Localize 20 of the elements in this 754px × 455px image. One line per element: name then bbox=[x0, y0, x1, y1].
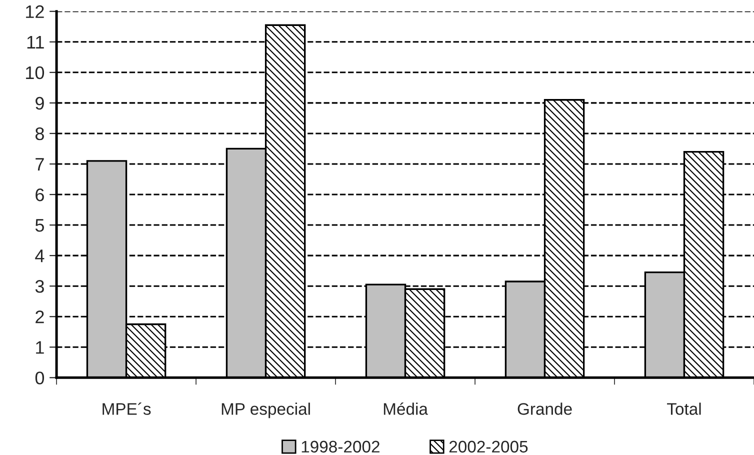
y-tick-label: 7 bbox=[36, 158, 44, 171]
x-tick-label: Total bbox=[667, 402, 701, 415]
y-tick-label: 5 bbox=[35, 219, 44, 232]
x-tick-label: MPE´s bbox=[102, 402, 151, 415]
x-tick-label: Média bbox=[384, 402, 428, 415]
y-tick-label: 12 bbox=[26, 5, 44, 18]
legend-label: 2002-2005 bbox=[449, 440, 528, 453]
y-tick-label: 3 bbox=[35, 280, 44, 293]
x-tick-label: MP especial bbox=[222, 402, 310, 418]
y-tick-label: 2 bbox=[36, 310, 44, 324]
y-tick-label: 4 bbox=[35, 250, 44, 262]
y-tick-label: 11 bbox=[27, 36, 44, 48]
y-tick-label: 0 bbox=[35, 372, 44, 384]
y-tick-label: 8 bbox=[35, 127, 44, 140]
legend-label: 1998-2002 bbox=[302, 440, 380, 453]
y-tick-label: 1 bbox=[36, 341, 44, 354]
x-tick-label: Grande bbox=[518, 402, 572, 415]
y-tick-label: 6 bbox=[36, 188, 44, 202]
y-tick-label: 10 bbox=[26, 66, 44, 80]
y-tick-label: 9 bbox=[36, 96, 44, 110]
